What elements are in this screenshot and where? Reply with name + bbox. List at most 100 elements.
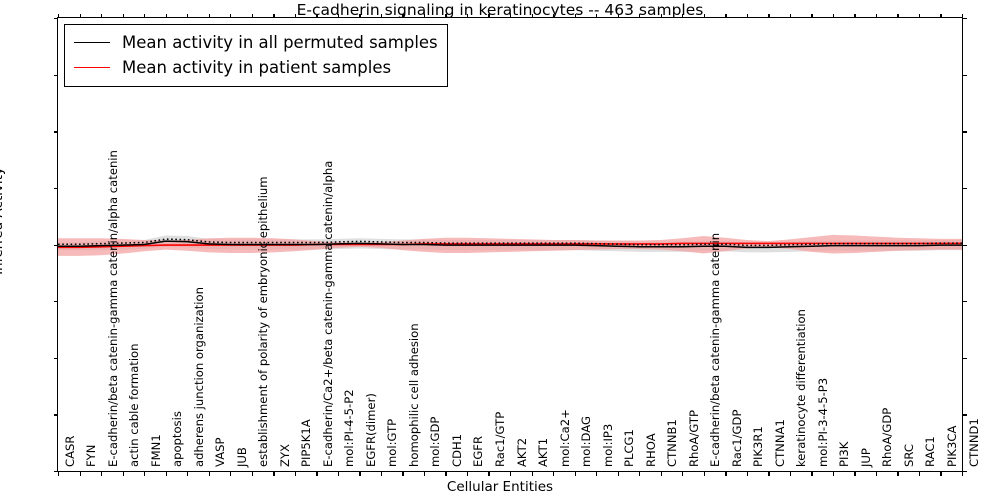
y-tick-mark <box>962 471 967 473</box>
x-tick-label: Rac1/GDP <box>729 409 744 467</box>
x-tick-mark <box>682 13 684 18</box>
x-tick-mark <box>165 13 167 18</box>
x-tick-mark <box>789 471 792 476</box>
x-tick-label: E-cadherin/beta catenin-gamma catenin <box>708 232 723 467</box>
x-tick-label: mol:Ca2+ <box>557 409 572 467</box>
legend-label: Mean activity in patient samples <box>122 58 392 77</box>
x-tick-mark <box>918 13 921 18</box>
x-tick-mark <box>423 471 426 476</box>
x-tick-mark <box>768 471 770 476</box>
x-tick-label: JUP <box>858 448 873 467</box>
x-tick-label: mol:DAG <box>579 416 594 467</box>
x-tick-mark <box>596 13 598 18</box>
x-tick-mark <box>854 13 856 18</box>
y-tick-mark <box>962 357 967 360</box>
x-axis-label: Cellular Entities <box>446 479 554 495</box>
x-tick-mark <box>553 13 555 18</box>
x-tick-mark <box>725 471 727 476</box>
x-tick-mark <box>187 13 189 18</box>
x-tick-mark <box>596 471 598 476</box>
x-tick-mark <box>445 471 447 476</box>
x-tick-mark <box>789 13 792 18</box>
legend-line-swatch <box>74 67 110 68</box>
y-tick-mark <box>53 187 58 190</box>
x-tick-mark <box>617 13 619 18</box>
x-tick-mark <box>445 13 447 18</box>
x-tick-label: mol:GTP <box>385 418 400 467</box>
legend-item[interactable]: Mean activity in patient samples <box>74 55 438 80</box>
x-tick-mark <box>574 471 576 476</box>
x-tick-mark <box>940 13 942 18</box>
x-tick-mark <box>208 471 210 476</box>
x-tick-label: CDH1 <box>449 433 464 467</box>
y-tick-mark <box>962 414 967 416</box>
x-tick-mark <box>768 13 770 18</box>
y-tick-mark <box>962 301 967 303</box>
x-tick-mark <box>359 471 361 476</box>
x-tick-label: RAC1 <box>923 436 938 467</box>
x-tick-mark <box>402 471 404 476</box>
x-tick-mark <box>294 13 297 18</box>
x-tick-label: AKT1 <box>536 437 551 467</box>
x-tick-label: PIK3CA <box>944 425 959 467</box>
x-tick-mark <box>510 471 512 476</box>
x-tick-mark <box>488 13 490 18</box>
x-tick-mark <box>854 471 856 476</box>
x-tick-mark <box>187 471 189 476</box>
x-tick-label: SRC <box>901 444 916 467</box>
x-tick-mark <box>316 13 318 18</box>
x-tick-mark <box>639 471 641 476</box>
x-tick-label: keratinocyte differentiation <box>794 309 809 467</box>
y-tick-mark <box>53 357 58 360</box>
x-tick-mark <box>617 471 619 476</box>
chart-title: E-cadherin signaling in keratinocytes --… <box>296 1 704 19</box>
y-axis-label: Inferred Activity <box>0 167 6 275</box>
x-tick-mark <box>962 471 964 476</box>
y-tick-mark <box>53 471 58 473</box>
x-tick-label: adherens junction organization <box>191 287 206 467</box>
x-tick-label: FYN <box>84 444 99 467</box>
x-tick-mark <box>380 13 383 18</box>
y-tick-mark <box>962 187 967 190</box>
x-tick-label: FMN1 <box>148 434 163 467</box>
x-tick-mark <box>703 13 705 18</box>
x-tick-label: CTNND1 <box>966 418 981 467</box>
x-tick-mark <box>402 13 404 18</box>
x-tick-mark <box>682 471 684 476</box>
x-tick-mark <box>940 471 942 476</box>
x-tick-mark <box>380 471 383 476</box>
legend-label: Mean activity in all permuted samples <box>122 33 438 52</box>
x-tick-mark <box>144 471 146 476</box>
x-tick-mark <box>531 13 533 18</box>
x-tick-label: Rac1/GTP <box>492 411 507 467</box>
x-tick-label: PLCG1 <box>622 429 637 467</box>
x-tick-mark <box>466 13 469 18</box>
x-tick-label: CASR <box>62 435 77 467</box>
x-tick-mark <box>273 13 275 18</box>
x-tick-label: mol:GDP <box>428 416 443 467</box>
x-tick-mark <box>875 13 878 18</box>
x-tick-mark <box>510 13 512 18</box>
x-tick-mark <box>832 13 835 18</box>
x-tick-mark <box>101 471 103 476</box>
x-tick-mark <box>79 471 81 476</box>
x-tick-mark <box>811 13 813 18</box>
x-tick-mark <box>273 471 275 476</box>
x-tick-mark <box>897 471 899 476</box>
x-tick-mark <box>660 471 662 476</box>
x-tick-mark <box>875 471 878 476</box>
x-tick-label: ZYX <box>277 444 292 467</box>
y-tick-mark <box>53 74 58 76</box>
series-layer <box>58 234 962 256</box>
y-tick-mark <box>53 414 58 416</box>
legend-item[interactable]: Mean activity in all permuted samples <box>74 30 438 55</box>
x-tick-label: E-cadherin/Ca2+/beta catenin-gamma caten… <box>320 160 335 467</box>
x-tick-label: CTNNB1 <box>665 419 680 467</box>
x-tick-mark <box>531 471 533 476</box>
x-tick-label: mol:IP3 <box>600 423 615 467</box>
x-tick-mark <box>466 471 469 476</box>
x-tick-mark <box>122 471 124 476</box>
x-tick-label: homophilic cell adhesion <box>406 323 421 467</box>
x-tick-label: PI3K <box>837 441 852 467</box>
x-tick-mark <box>144 13 146 18</box>
